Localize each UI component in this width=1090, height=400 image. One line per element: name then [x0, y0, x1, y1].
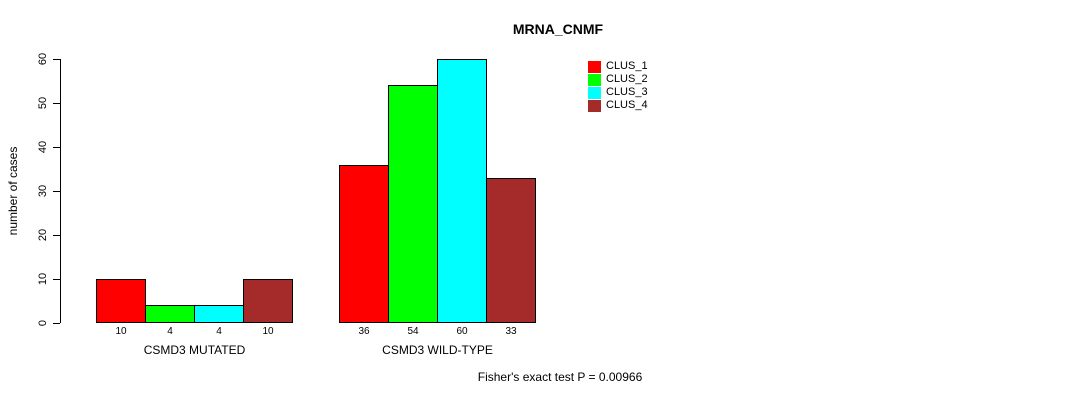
legend-swatch-clus_2 [588, 73, 601, 86]
y-axis-tick-label: 40 [37, 140, 49, 154]
legend-item-clus_1: CLUS_1 [588, 60, 648, 73]
bar-clus_3-wildtype [437, 59, 487, 323]
bar-value-label: 36 [358, 326, 370, 337]
bar-clus_2-mutated [145, 305, 195, 323]
bar-value-label: 54 [407, 326, 419, 337]
legend-swatch-clus_3 [588, 86, 601, 99]
annotation-fisher-test: Fisher's exact test P = 0.00966 [477, 370, 643, 384]
y-axis-line [60, 59, 61, 323]
y-axis-tick [53, 146, 60, 148]
y-axis-tick [53, 58, 60, 60]
x-group-label: CSMD3 MUTATED [143, 343, 246, 357]
y-axis-tick [53, 102, 60, 104]
legend-swatch-clus_1 [588, 60, 601, 73]
bar-clus_2-wildtype [388, 85, 438, 323]
y-axis-tick [53, 234, 60, 236]
bar-value-label: 33 [505, 326, 517, 337]
legend-label-clus_4: CLUS_4 [606, 99, 648, 111]
x-group-label: CSMD3 WILD-TYPE [382, 343, 493, 357]
legend: CLUS_1 CLUS_2 CLUS_3 CLUS_4 [588, 60, 648, 112]
bar-clus_4-mutated [243, 279, 293, 323]
bar-value-label: 4 [167, 326, 173, 337]
bar-value-label: 10 [262, 326, 274, 337]
bar-value-label: 10 [115, 326, 127, 337]
bar-clus_4-wildtype [486, 178, 536, 323]
bar-value-label: 60 [456, 326, 468, 337]
y-axis-tick-label: 0 [37, 319, 49, 327]
y-axis-tick [53, 322, 60, 324]
y-axis-tick-label: 20 [37, 228, 49, 242]
y-axis-tick [53, 190, 60, 192]
y-axis-tick [53, 278, 60, 280]
y-axis-tick-label: 50 [37, 96, 49, 110]
bar-value-label: 4 [216, 326, 222, 337]
bar-clus_1-mutated [96, 279, 146, 323]
legend-label-clus_1: CLUS_1 [606, 60, 648, 72]
legend-item-clus_3: CLUS_3 [588, 86, 648, 99]
legend-item-clus_2: CLUS_2 [588, 73, 648, 86]
bar-clus_3-mutated [194, 305, 244, 323]
y-axis-tick-label: 30 [37, 184, 49, 198]
bar-clus_1-wildtype [339, 165, 389, 323]
y-axis-title: number of cases [6, 146, 20, 236]
legend-label-clus_2: CLUS_2 [606, 73, 648, 85]
legend-item-clus_4: CLUS_4 [588, 99, 648, 112]
legend-label-clus_3: CLUS_3 [606, 86, 648, 98]
y-axis-tick-label: 10 [37, 272, 49, 286]
y-axis-tick-label: 60 [37, 52, 49, 66]
legend-swatch-clus_4 [588, 99, 601, 112]
chart-title: MRNA_CNMF [512, 21, 604, 37]
